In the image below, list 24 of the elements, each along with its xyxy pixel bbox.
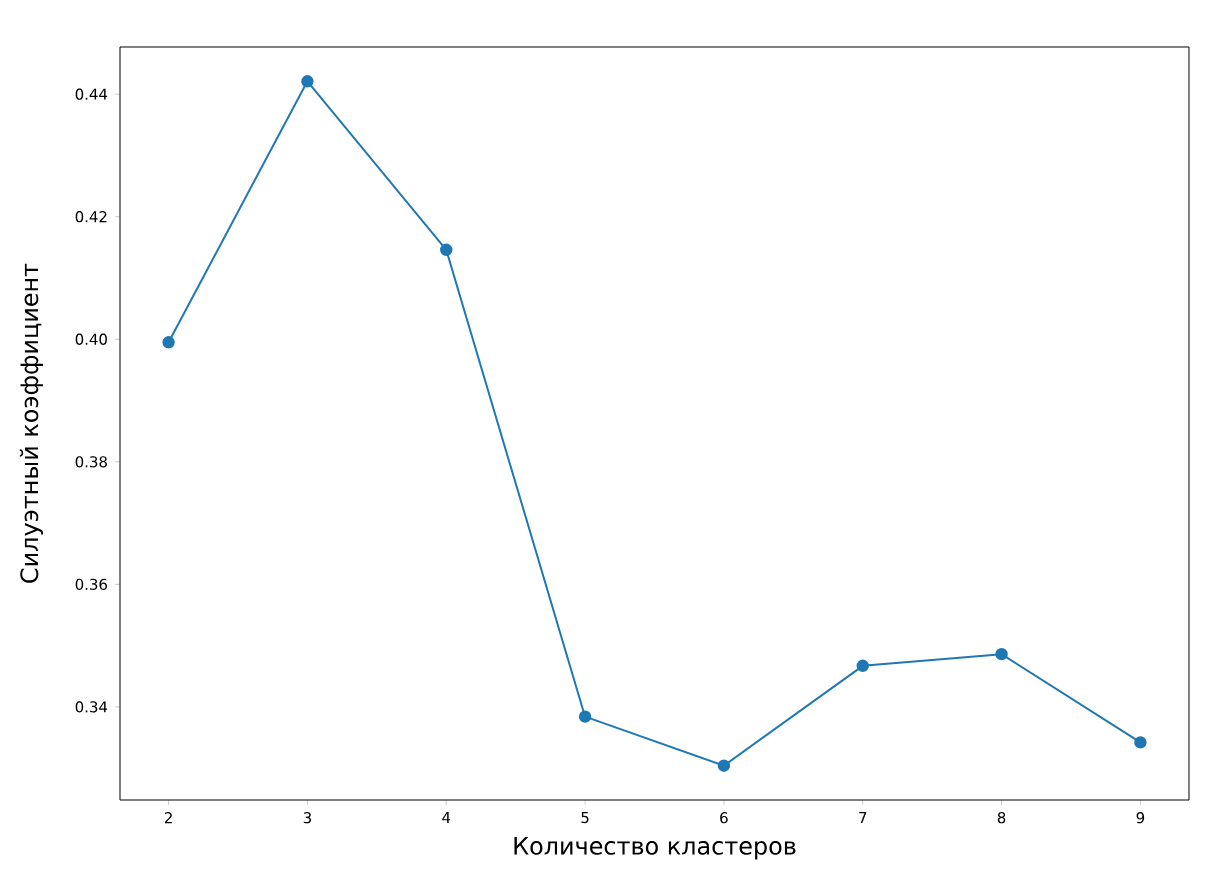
x-tick-label: 5 [581, 812, 589, 824]
y-tick-label: 0.36 [75, 578, 108, 590]
point [162, 336, 175, 349]
x-tick-label: 8 [997, 812, 1006, 824]
x-tick-label: 9 [1136, 812, 1145, 824]
point [301, 75, 314, 88]
x-axis-title: Количество кластеров [514, 837, 796, 860]
point [717, 759, 731, 772]
point [995, 647, 1008, 661]
x-tick-label: 6 [720, 812, 728, 824]
point [856, 659, 869, 673]
point [1134, 736, 1147, 749]
y-tick-label: 0.38 [75, 456, 107, 468]
x-tick-label: 3 [303, 812, 311, 824]
y-tick-label: 0.40 [75, 333, 107, 345]
x-tick-label: 2 [164, 812, 172, 824]
point [440, 243, 453, 256]
y-tick-label: 0.44 [75, 88, 108, 100]
x-tick-label: 4 [442, 812, 451, 823]
point [578, 710, 592, 723]
y-tick-label: 0.34 [75, 701, 108, 713]
x-tick-label: 7 [859, 812, 867, 823]
y-axis-title: Силуэтный коэффициент [19, 263, 43, 583]
y-tick-label: 0.42 [75, 211, 107, 223]
